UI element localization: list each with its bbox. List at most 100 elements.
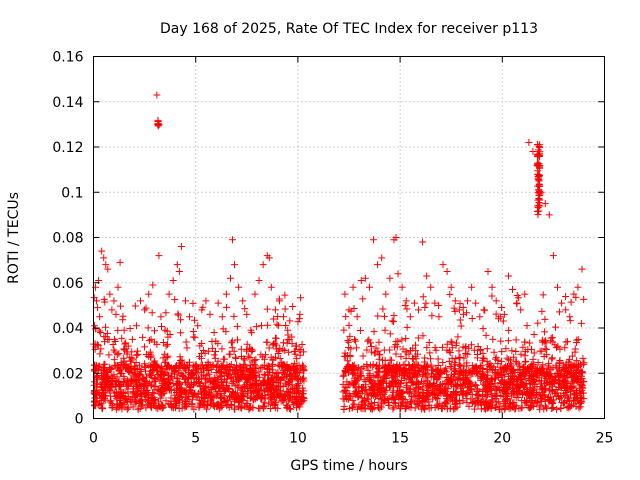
data-point: [381, 357, 389, 365]
data-point: [444, 385, 452, 393]
data-point: [243, 374, 251, 382]
data-point: [392, 350, 400, 358]
data-point: [251, 290, 259, 298]
data-point: [191, 316, 199, 324]
data-point: [101, 373, 109, 381]
data-point: [121, 363, 129, 371]
data-point: [96, 391, 104, 399]
data-point: [383, 396, 391, 404]
data-point: [117, 400, 125, 408]
data-point: [298, 398, 306, 406]
data-point: [353, 344, 361, 352]
data-point: [235, 375, 243, 383]
data-point: [133, 390, 141, 398]
data-point: [386, 383, 394, 391]
data-point: [498, 303, 506, 311]
data-point: [164, 340, 172, 348]
data-point: [376, 405, 384, 413]
data-point: [363, 362, 371, 370]
data-point: [235, 283, 243, 291]
data-point: [127, 363, 135, 371]
data-point: [171, 367, 179, 375]
data-point: [533, 202, 541, 210]
data-point: [184, 374, 192, 382]
data-point: [538, 394, 546, 402]
data-point: [102, 323, 110, 331]
data-point: [431, 299, 439, 307]
data-point: [398, 392, 406, 400]
data-point: [248, 389, 256, 397]
data-point: [361, 394, 369, 402]
data-point: [271, 339, 279, 347]
data-point: [534, 359, 542, 367]
data-point: [575, 404, 583, 412]
data-point: [443, 340, 451, 348]
data-point: [567, 363, 575, 371]
data-point: [118, 370, 126, 378]
data-point: [544, 395, 552, 403]
data-point: [502, 390, 510, 398]
data-point: [215, 366, 223, 374]
data-point: [133, 347, 141, 355]
data-point: [353, 313, 361, 321]
data-point: [402, 354, 410, 362]
data-point: [148, 309, 156, 317]
data-point: [285, 348, 293, 356]
data-point: [234, 376, 242, 384]
data-point: [116, 383, 124, 391]
data-point: [339, 388, 347, 396]
data-point: [412, 341, 420, 349]
data-point: [128, 369, 136, 377]
data-point: [151, 365, 159, 373]
data-point: [298, 341, 306, 349]
data-point: [169, 379, 177, 387]
data-point: [462, 368, 470, 376]
data-point: [410, 299, 418, 307]
data-point: [284, 331, 292, 339]
data-point: [108, 404, 116, 412]
x-tick-label: 15: [391, 431, 409, 447]
data-point: [99, 378, 107, 386]
data-point: [456, 375, 464, 383]
data-point: [580, 378, 588, 386]
data-point: [433, 376, 441, 384]
data-point: [267, 384, 275, 392]
data-point: [344, 337, 352, 345]
data-point: [577, 399, 585, 407]
data-point: [414, 334, 422, 342]
data-point: [292, 342, 300, 350]
y-axis-label: ROTI / TECUs: [6, 192, 22, 284]
data-point: [562, 364, 570, 372]
data-point: [488, 292, 496, 300]
data-point: [100, 382, 108, 390]
data-point: [386, 346, 394, 354]
axis-layer: 0 5 10 15 20 25 0 0.02 0.04 0.06 0.08 0.1 0.12 0.14 0.…: [52, 50, 613, 447]
data-point: [450, 304, 458, 312]
data-point: [260, 370, 268, 378]
data-point: [579, 354, 587, 362]
data-point: [390, 318, 398, 326]
data-point: [371, 398, 379, 406]
data-point: [443, 267, 451, 275]
data-point: [154, 120, 162, 128]
data-point: [379, 305, 387, 313]
data-point: [450, 388, 458, 396]
data-point: [517, 350, 525, 358]
data-point: [286, 405, 294, 413]
data-point: [141, 363, 149, 371]
data-point: [144, 324, 152, 332]
data-point: [227, 401, 235, 409]
data-point: [234, 336, 242, 344]
data-point: [486, 363, 494, 371]
data-point: [545, 379, 553, 387]
data-point: [502, 345, 510, 353]
data-point: [177, 329, 185, 337]
data-point: [291, 347, 299, 355]
data-point: [181, 297, 189, 305]
data-point: [505, 404, 513, 412]
data-point: [141, 391, 149, 399]
data-point: [189, 299, 197, 307]
data-point: [537, 395, 545, 403]
data-point: [111, 362, 119, 370]
data-point: [149, 399, 157, 407]
